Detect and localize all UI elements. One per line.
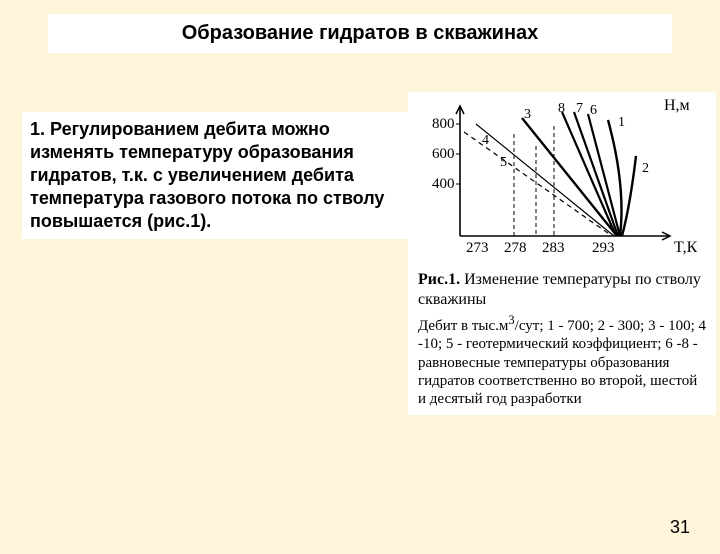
title-box: Образование гидратов в скважинах [48,14,672,53]
ytick-1: 600 [432,146,455,162]
caption-text: Изменение температуры по стволу скважины [418,271,701,308]
page-title: Образование гидратов в скважинах [182,22,539,44]
figure-legend: Дебит в тыс.м3/сут; 1 - 700; 2 - 300; 3 … [412,311,712,410]
ytick-2: 400 [432,176,455,192]
legend-part1: Дебит в тыс.м [418,318,508,334]
page-number: 31 [670,517,690,538]
chart: Н,м T,К 800 600 400 273 278 283 293 3 [412,96,704,266]
xtick-2: 283 [542,240,565,256]
xtick-3: 293 [592,240,615,256]
curve-label-8: 8 [558,101,565,116]
curve-label-3: 3 [524,107,531,122]
ytick-0: 800 [432,116,455,132]
curve-label-4: 4 [482,133,489,148]
xtick-0: 273 [466,240,489,256]
curve-label-7: 7 [576,101,583,116]
curve-label-1: 1 [618,115,625,130]
curve-label-5: 5 [500,155,507,170]
x-axis-label: T,К [674,239,698,256]
xtick-1: 278 [504,240,527,256]
y-axis-label: Н,м [664,97,690,114]
curve-label-6: 6 [590,103,597,118]
figure-block: Н,м T,К 800 600 400 273 278 283 293 3 [408,92,716,415]
caption-label: Рис.1. [418,271,460,288]
body-paragraph: 1. Регулированием дебита можно изменять … [22,112,408,239]
curve-label-2: 2 [642,161,649,176]
figure-caption: Рис.1. Изменение температуры по стволу с… [412,266,712,311]
